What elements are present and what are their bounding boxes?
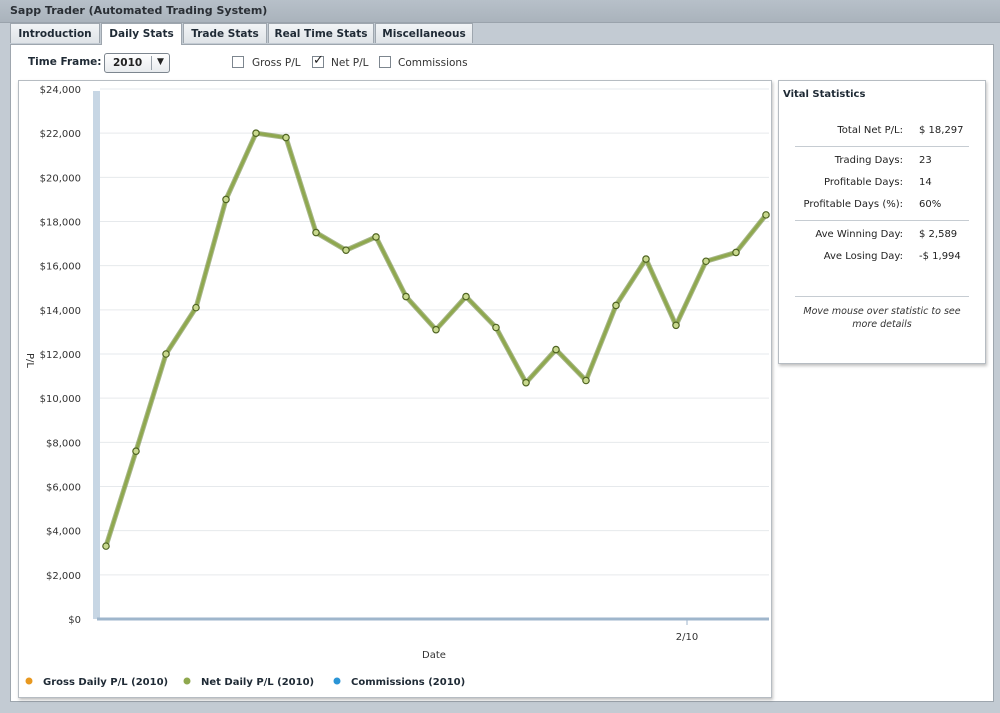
hint-text: Move mouse over statistic to see more de… — [803, 306, 961, 330]
ave-winning-day-value[interactable]: $ 2,589 — [919, 229, 958, 240]
y-tick-label: $8,000 — [46, 438, 81, 449]
y-tick-label: $2,000 — [46, 571, 81, 582]
gross-pl-label: Gross P/L — [252, 57, 301, 69]
data-point[interactable] — [612, 301, 620, 310]
x-axis-label: Date — [422, 650, 446, 661]
data-point[interactable] — [762, 211, 770, 219]
data-point[interactable] — [372, 233, 380, 241]
data-point[interactable] — [522, 378, 530, 387]
chart-container: $0 $2,000 $4,000 $6,000 $8,000 $10,000 $12,000… — [18, 80, 772, 698]
data-point[interactable] — [582, 376, 590, 385]
y-tick-label: $14,000 — [40, 306, 81, 317]
data-point[interactable] — [672, 321, 680, 330]
legend-marker[interactable] — [332, 676, 342, 686]
trading-days-value[interactable]: 23 — [919, 155, 932, 166]
window-title: Sapp Trader (Automated Trading System) — [10, 4, 268, 17]
total-net-pl-value[interactable]: $ 18,297 — [919, 125, 964, 136]
divider — [795, 220, 969, 221]
tab-trade-stats[interactable]: Trade Stats — [183, 23, 267, 43]
data-point[interactable] — [702, 257, 710, 266]
title-bar: Sapp Trader (Automated Trading System) — [0, 0, 1000, 23]
data-point[interactable] — [432, 325, 440, 334]
legend-label[interactable]: Commissions (2010) — [351, 677, 465, 688]
data-point[interactable] — [132, 447, 140, 455]
divider — [795, 146, 969, 147]
chart-scroll-strip[interactable] — [93, 91, 100, 619]
y-axis-label: P/L — [24, 353, 35, 368]
ave-losing-day-value[interactable]: -$ 1,994 — [919, 251, 961, 262]
net-daily-pl-series — [102, 129, 770, 550]
data-point[interactable] — [252, 129, 260, 137]
chart-legend: Gross Daily P/L (2010) Net Daily P/L (201… — [24, 676, 465, 688]
data-point[interactable] — [462, 292, 470, 301]
gross-pl-checkbox[interactable] — [232, 56, 244, 68]
profitable-days-label[interactable]: Profitable Days: — [824, 177, 903, 188]
series-line — [104, 131, 768, 548]
pl-line-chart: $0 $2,000 $4,000 $6,000 $8,000 $10,000 $12,000… — [24, 85, 770, 688]
commissions-checkbox[interactable] — [379, 56, 391, 68]
select-divider — [151, 56, 152, 70]
data-point[interactable] — [552, 345, 560, 354]
y-tick-label: $6,000 — [46, 483, 81, 494]
y-tick-label: $12,000 — [40, 350, 81, 361]
legend-label[interactable]: Gross Daily P/L (2010) — [43, 677, 168, 688]
legend-marker[interactable] — [182, 676, 192, 686]
data-point[interactable] — [642, 255, 650, 263]
divider — [795, 296, 969, 297]
checkmark-icon: ✓ — [313, 53, 324, 68]
trading-days-label[interactable]: Trading Days: — [834, 155, 903, 166]
data-point[interactable] — [342, 246, 350, 255]
time-frame-value: 2010 — [113, 57, 143, 69]
legend-label[interactable]: Net Daily P/L (2010) — [201, 677, 314, 688]
x-tick-label: 2/10 — [676, 632, 698, 643]
y-tick-label: $20,000 — [40, 173, 81, 184]
net-pl-checkbox[interactable]: ✓ — [312, 53, 324, 68]
y-tick-labels: $0 $2,000 $4,000 $6,000 $8,000 $10,000 $12,000… — [40, 85, 81, 626]
tab-miscellaneous[interactable]: Miscellaneous — [375, 23, 473, 43]
x-tick-labels: 2/10 — [676, 619, 698, 643]
y-tick-label: $24,000 — [40, 85, 81, 96]
net-pl-label: Net P/L — [331, 57, 369, 69]
vital-statistics-title: Vital Statistics — [783, 89, 866, 100]
data-point[interactable] — [282, 133, 290, 142]
y-tick-label: $4,000 — [46, 527, 81, 538]
time-frame-label: Time Frame: — [28, 56, 102, 68]
data-point[interactable] — [402, 292, 410, 301]
profitable-days-pct-value[interactable]: 60% — [919, 199, 942, 210]
y-tick-label: $0 — [68, 615, 81, 626]
y-tick-label: $16,000 — [40, 262, 81, 273]
tab-introduction[interactable]: Introduction — [10, 23, 100, 43]
ave-winning-day-label[interactable]: Ave Winning Day: — [815, 229, 903, 240]
tab-real-time-stats[interactable]: Real Time Stats — [268, 23, 374, 43]
data-point[interactable] — [732, 248, 740, 257]
data-point[interactable] — [162, 350, 170, 358]
series-line-shadow — [103, 130, 769, 549]
data-point[interactable] — [492, 323, 500, 332]
data-point[interactable] — [222, 195, 230, 204]
vital-statistics-panel: Vital Statistics Total Net P/L: $ 18,297… — [778, 80, 986, 364]
legend-marker[interactable] — [24, 676, 34, 686]
profitable-days-value[interactable]: 14 — [919, 177, 932, 188]
chevron-down-icon: ▼ — [157, 57, 164, 67]
ave-losing-day-label[interactable]: Ave Losing Day: — [823, 251, 903, 262]
time-frame-select[interactable]: 2010 ▼ — [104, 53, 170, 73]
data-point[interactable] — [312, 228, 320, 237]
y-tick-label: $10,000 — [40, 394, 81, 405]
y-tick-label: $22,000 — [40, 129, 81, 140]
total-net-pl-label[interactable]: Total Net P/L: — [837, 125, 903, 136]
commissions-label: Commissions — [398, 57, 468, 69]
y-tick-label: $18,000 — [40, 218, 81, 229]
chart-grid — [100, 88, 769, 620]
tab-daily-stats[interactable]: Daily Stats — [101, 23, 182, 45]
data-point[interactable] — [192, 303, 200, 312]
data-point[interactable] — [102, 542, 110, 550]
profitable-days-pct-label[interactable]: Profitable Days (%): — [803, 199, 903, 210]
